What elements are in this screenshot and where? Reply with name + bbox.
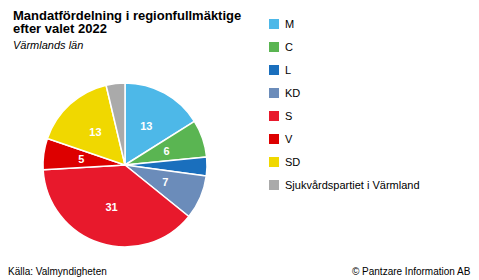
svg-text:C: C xyxy=(285,41,293,53)
svg-text:31: 31 xyxy=(105,201,117,213)
svg-text:6: 6 xyxy=(164,145,170,157)
svg-text:SD: SD xyxy=(285,156,300,168)
svg-text:V: V xyxy=(285,133,293,145)
svg-text:Mandatfördelning i regionfullm: Mandatfördelning i regionfullmäktige xyxy=(13,8,245,23)
svg-text:S: S xyxy=(285,110,292,122)
svg-text:Värmlands län: Värmlands län xyxy=(13,39,83,51)
svg-text:efter valet 2022: efter valet 2022 xyxy=(13,21,107,36)
svg-text:Sjukvårdspartiet i Värmland: Sjukvårdspartiet i Värmland xyxy=(285,179,420,191)
svg-text:© Pantzare Information AB: © Pantzare Information AB xyxy=(352,266,471,277)
svg-text:KD: KD xyxy=(285,87,300,99)
svg-text:L: L xyxy=(285,64,291,76)
svg-text:5: 5 xyxy=(78,153,84,165)
svg-text:7: 7 xyxy=(162,176,168,188)
svg-text:13: 13 xyxy=(140,120,152,132)
svg-text:M: M xyxy=(285,18,294,30)
svg-text:Källa: Valmyndigheten: Källa: Valmyndigheten xyxy=(8,266,107,277)
svg-text:13: 13 xyxy=(89,126,101,138)
